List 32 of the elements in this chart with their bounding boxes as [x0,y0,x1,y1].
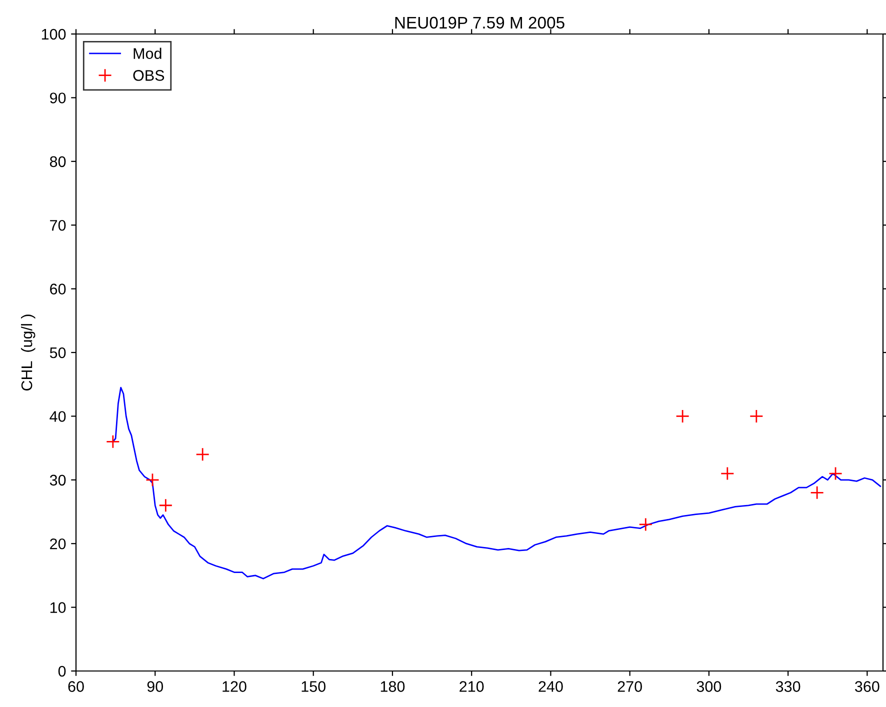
legend-label: OBS [133,70,164,81]
point [158,498,173,512]
point [106,434,120,449]
x-tick-label: 180 [380,681,405,692]
y-tick-label: 40 [50,411,66,422]
y-tick-label: 60 [50,284,66,294]
y-tick-label: 10 [50,602,66,613]
x-tick-label: 150 [302,681,326,692]
point [749,409,764,424]
y-tick-label: 0 [58,666,66,677]
legend-label: Mod [134,48,162,59]
x-tick-label: 210 [460,681,484,692]
y-tick-label: 100 [42,28,66,40]
y-tick-label: 20 [50,538,66,550]
x-tick-label: 330 [776,681,800,692]
y-tick-label: 70 [50,220,66,231]
point [676,409,690,424]
y-tick-label: 50 [50,347,66,358]
x-tick-label: 270 [618,681,642,692]
point [196,447,210,462]
x-tick-label: 240 [538,681,563,692]
x-tick-label: 60 [68,681,84,692]
y-axis-title: CHL (ug/l ) [20,314,36,390]
x-tick-label: 120 [222,681,246,692]
x-tick-label: 90 [147,681,164,692]
x-tick-label: 300 [696,681,722,692]
point [810,486,824,500]
chart-title: NEU019P 7.59 M 2005 [395,16,564,29]
y-tick-label: 80 [50,156,66,168]
y-tick-label: 90 [50,92,66,104]
x-tick-label: 360 [855,681,880,692]
y-tick-label: 30 [50,474,66,486]
